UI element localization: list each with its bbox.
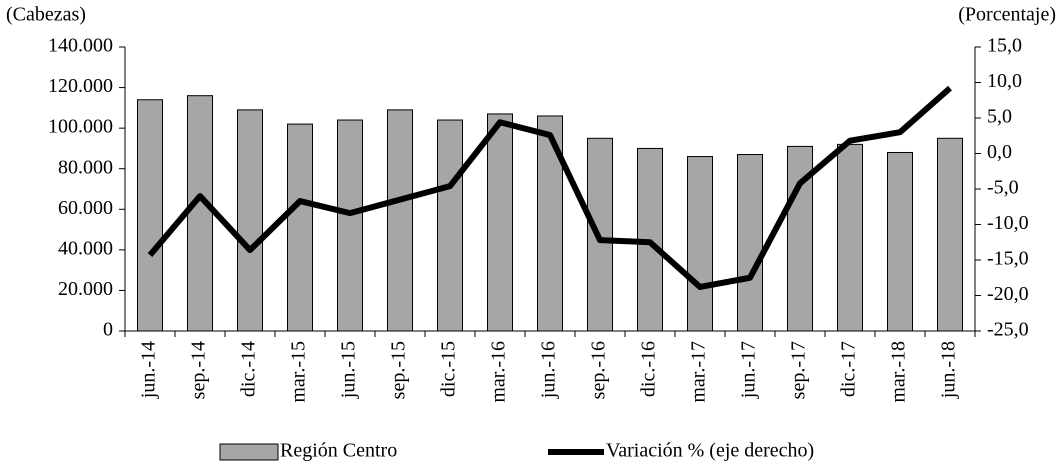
y-tick-label: 40.000	[58, 237, 113, 259]
x-tick-label: jun.-18	[938, 341, 960, 399]
y-axis-label: (Cabezas)	[6, 4, 86, 26]
x-tick-label: mar.-18	[888, 341, 910, 403]
y2-tick-label: 15,0	[987, 35, 1022, 57]
y2-tick-label: 5,0	[987, 106, 1012, 128]
bar	[187, 95, 213, 332]
y-tick-label: 60.000	[58, 197, 113, 219]
bar	[437, 119, 463, 332]
y-tick-label: 20.000	[58, 278, 113, 300]
y2-tick-label: -10,0	[987, 212, 1029, 234]
y-tick-label: 80.000	[58, 156, 113, 178]
x-tick-label: jun.-16	[538, 341, 560, 399]
y-tick-label: 100.000	[48, 116, 113, 138]
legend-swatch	[219, 443, 279, 461]
bar	[287, 123, 313, 332]
bar	[137, 99, 163, 332]
bar	[937, 137, 963, 332]
line	[147, 85, 952, 290]
y2-tick-label: -5,0	[987, 177, 1019, 199]
y-tick-label: 120.000	[48, 75, 113, 97]
x-tick-label: sep.-15	[388, 341, 410, 399]
x-tick-label: dic.-16	[638, 341, 660, 397]
bar	[687, 156, 713, 332]
y2-axis-label: (Porcentaje)	[958, 4, 1056, 26]
bar	[337, 119, 363, 332]
x-tick-label: dic.-14	[238, 341, 260, 397]
x-tick-label: mar.-16	[488, 341, 510, 403]
x-tick-label: mar.-15	[288, 341, 310, 403]
y2-tick-label: -20,0	[987, 283, 1029, 305]
x-tick-label: jun.-14	[138, 341, 160, 399]
y2-tick-label: -15,0	[987, 248, 1029, 270]
bar	[487, 113, 513, 332]
bar	[837, 143, 863, 332]
x-tick-label: dic.-17	[838, 341, 860, 397]
x-tick-label: sep.-16	[588, 341, 610, 399]
y-tick-label: 140.000	[48, 35, 113, 57]
y2-tick-label: 10,0	[987, 70, 1022, 92]
x-tick-label: sep.-14	[188, 341, 210, 399]
bar	[237, 109, 263, 332]
legend-label: Región Centro	[280, 440, 397, 462]
x-tick-label: mar.-17	[688, 341, 710, 403]
x-tick-label: sep.-17	[788, 341, 810, 399]
y2-tick-label: 0,0	[987, 141, 1012, 163]
y2-tick-label: -25,0	[987, 319, 1029, 341]
x-tick-label: jun.-15	[338, 341, 360, 399]
y-tick-label: 0	[103, 319, 113, 341]
legend-label: Variación % (eje derecho)	[606, 440, 814, 462]
bar	[737, 154, 763, 332]
x-tick-label: jun.-17	[738, 341, 760, 399]
bar	[887, 151, 913, 332]
x-tick-label: dic.-15	[438, 341, 460, 397]
bar	[387, 109, 413, 332]
